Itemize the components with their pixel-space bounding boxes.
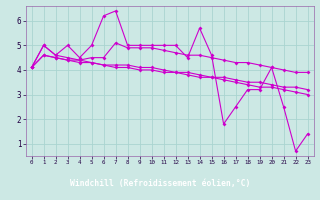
Text: Windchill (Refroidissement éolien,°C): Windchill (Refroidissement éolien,°C) xyxy=(70,179,250,188)
